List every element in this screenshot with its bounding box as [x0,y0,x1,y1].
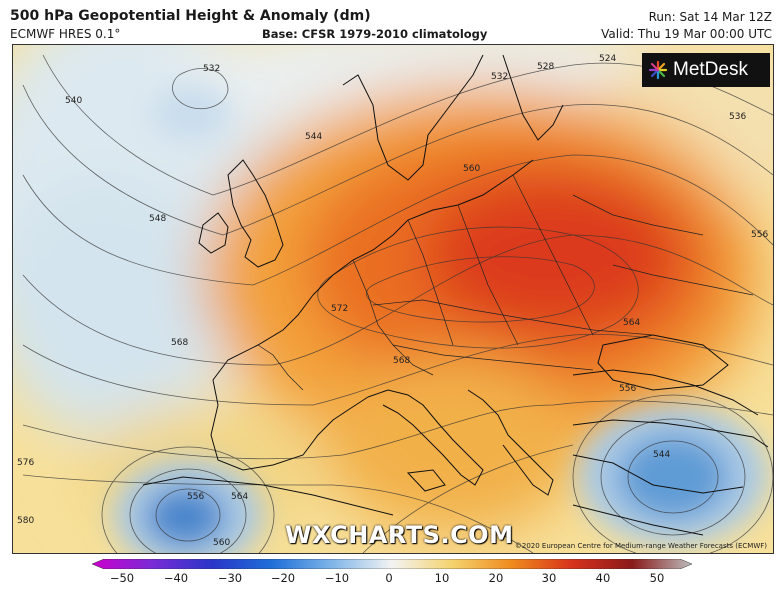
contour-label: 556 [751,230,768,240]
contour-label: 532 [491,72,508,82]
contour-label: 528 [537,62,554,72]
contour-label: 524 [599,54,616,64]
contour-label: 544 [305,132,322,142]
contour-label: 580 [17,516,34,526]
contour-label: 556 [619,384,636,394]
model-label: ECMWF HRES 0.1° [10,27,121,41]
contour-label: 540 [65,96,82,106]
contour-label: 548 [149,214,166,224]
colorbar-ticks: −50 −40 −30 −20 −10 0 10 20 30 40 50 [0,571,784,591]
colorbar-tick: 0 [385,571,393,585]
contour-label: 544 [653,450,670,460]
contour-label: 560 [463,164,480,174]
contour-label: 532 [203,64,220,74]
contour-label: 560 [213,538,230,548]
contour-label: 564 [231,492,248,502]
colorbar-tick: −10 [324,571,350,585]
contour-label: 568 [171,338,188,348]
logo-mark-icon [648,60,668,80]
colorbar-tick: 30 [541,571,557,585]
run-time-label: Run: Sat 14 Mar 12Z [648,10,772,24]
contour-label: 556 [187,492,204,502]
colorbar-tick: 50 [649,571,665,585]
colorbar-tick: 10 [434,571,450,585]
colorbar-tick: −50 [109,571,135,585]
chart-title: 500 hPa Geopotential Height & Anomaly (d… [10,8,371,24]
contour-label: 572 [331,304,348,314]
colorbar-tick: 20 [488,571,504,585]
colorbar [92,559,692,569]
ecmwf-credit: ©2020 European Centre for Medium-range W… [514,542,767,550]
contour-label: 568 [393,356,410,366]
contour-label: 564 [623,318,640,328]
map-canvas: 532 540 544 548 568 572 576 580 556 564 … [13,45,773,553]
wxcharts-watermark: WXCHARTS.COM [285,521,514,549]
colorbar-tick: −30 [217,571,243,585]
colorbar-tick: 40 [595,571,611,585]
valid-time-label: Valid: Thu 19 Mar 00:00 UTC [601,27,772,41]
climatology-base-label: Base: CFSR 1979-2010 climatology [262,27,488,41]
metdesk-logo: MetDesk [642,53,770,87]
logo-text: MetDesk [673,59,748,80]
colorbar-tick: −20 [270,571,296,585]
colorbar-tick: −40 [163,571,189,585]
contour-label: 576 [17,458,34,468]
weather-map: 532 540 544 548 568 572 576 580 556 564 … [12,44,774,554]
contour-label: 536 [729,112,746,122]
